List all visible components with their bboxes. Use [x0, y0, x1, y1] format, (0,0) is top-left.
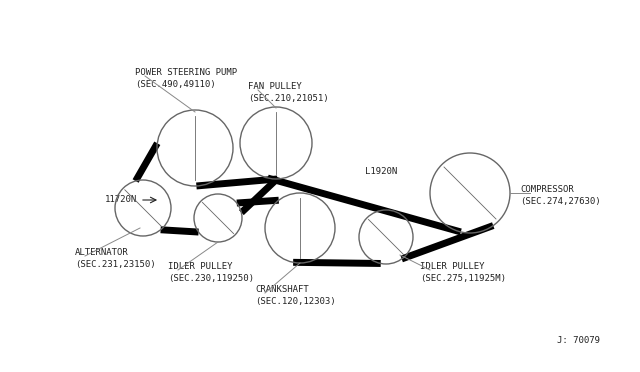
Text: J: 70079: J: 70079 [557, 336, 600, 345]
Text: 11720N: 11720N [105, 196, 137, 205]
Text: FAN PULLEY
(SEC.210,21051): FAN PULLEY (SEC.210,21051) [248, 82, 328, 103]
Text: L1920N: L1920N [365, 167, 397, 176]
Text: COMPRESSOR
(SEC.274,27630): COMPRESSOR (SEC.274,27630) [520, 185, 600, 206]
Text: CRANKSHAFT
(SEC.120,12303): CRANKSHAFT (SEC.120,12303) [255, 285, 335, 306]
Text: IDLER PULLEY
(SEC.275,11925M): IDLER PULLEY (SEC.275,11925M) [420, 262, 506, 283]
Text: IDLER PULLEY
(SEC.230,119250): IDLER PULLEY (SEC.230,119250) [168, 262, 254, 283]
Text: POWER STEERING PUMP
(SEC.490,49110): POWER STEERING PUMP (SEC.490,49110) [135, 68, 237, 89]
Text: ALTERNATOR
(SEC.231,23150): ALTERNATOR (SEC.231,23150) [75, 248, 156, 269]
